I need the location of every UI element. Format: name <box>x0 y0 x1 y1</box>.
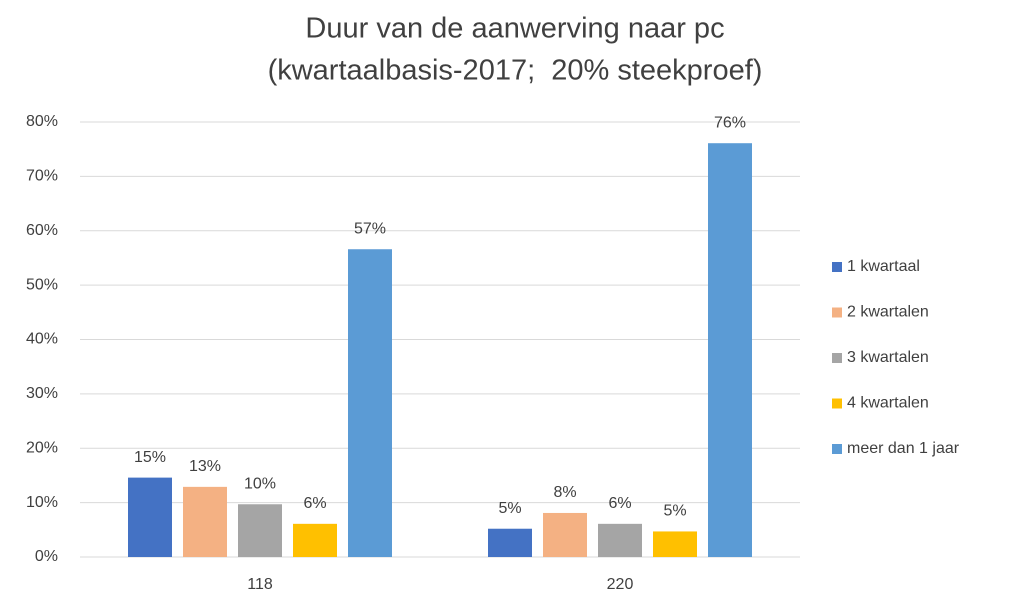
legend-swatch <box>832 444 842 454</box>
y-tick-label: 70% <box>26 168 58 185</box>
y-tick-label: 80% <box>26 113 58 130</box>
y-tick-label: 50% <box>26 276 58 293</box>
bar <box>488 528 532 557</box>
legend-label: meer dan 1 jaar <box>847 440 960 457</box>
y-tick-label: 40% <box>26 331 58 348</box>
legend-label: 1 kwartaal <box>847 258 920 275</box>
data-label: 5% <box>498 500 521 517</box>
x-tick-label: 220 <box>607 576 634 593</box>
legend-swatch <box>832 307 842 318</box>
legend-swatch <box>832 398 842 409</box>
data-label: 5% <box>663 503 686 520</box>
data-label: 10% <box>244 475 276 492</box>
bar <box>293 523 337 557</box>
legend-label: 2 kwartalen <box>847 304 929 321</box>
bar <box>348 249 392 558</box>
y-tick-label: 60% <box>26 222 58 239</box>
chart-subtitle: (kwartaalbasis-2017; 20% steekproef) <box>268 55 763 87</box>
data-label: 76% <box>714 114 746 131</box>
data-label: 6% <box>608 495 631 512</box>
bar <box>238 504 282 557</box>
data-label: 13% <box>189 458 221 475</box>
legend-label: 3 kwartalen <box>847 349 929 366</box>
bar <box>653 531 697 557</box>
y-tick-label: 10% <box>26 494 58 511</box>
legend-label: 4 kwartalen <box>847 395 929 412</box>
legend-swatch <box>832 262 842 272</box>
data-label: 15% <box>134 449 166 466</box>
y-tick-label: 20% <box>26 439 58 456</box>
bar <box>598 523 642 557</box>
y-tick-label: 0% <box>35 548 58 565</box>
bar <box>543 512 587 557</box>
data-label: 6% <box>303 495 326 512</box>
bar <box>128 477 172 557</box>
legend-swatch <box>832 353 842 363</box>
bar <box>183 486 227 557</box>
data-label: 8% <box>553 484 576 501</box>
y-tick-label: 30% <box>26 385 58 402</box>
bar <box>708 143 752 558</box>
chart-title: Duur van de aanwerving naar pc <box>305 13 724 45</box>
x-tick-label: 118 <box>247 576 273 593</box>
data-label: 57% <box>354 220 386 237</box>
